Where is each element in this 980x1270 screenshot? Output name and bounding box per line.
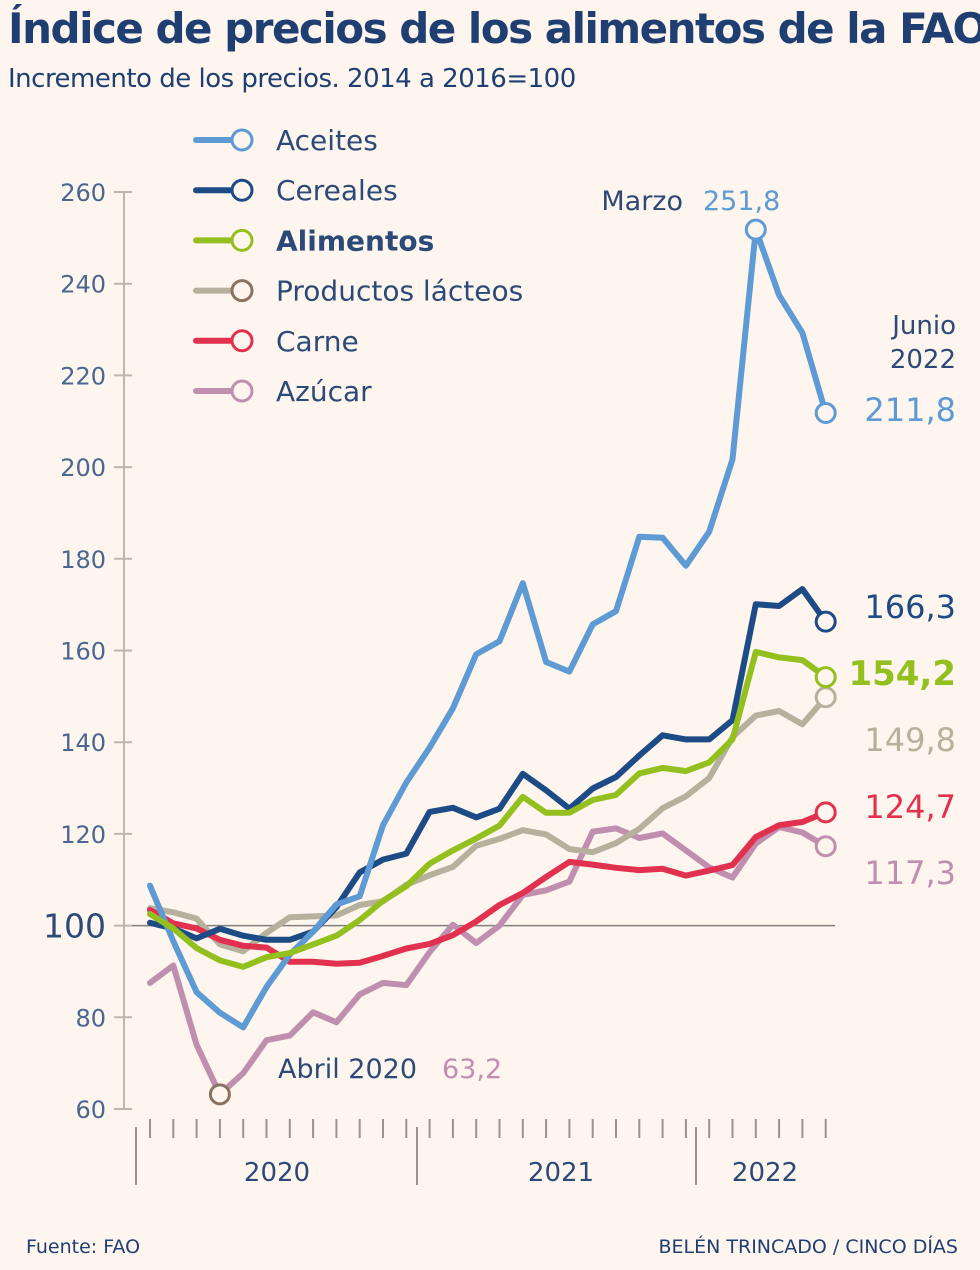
series-line-cereales xyxy=(147,586,829,943)
annotation-marzo-label: Marzo xyxy=(601,186,683,217)
author-credit: BELÉN TRINCADO / CINCO DÍAS xyxy=(658,1236,958,1258)
legend-label-lacteos: Productos lácteos xyxy=(276,275,523,308)
y-tick-label: 260 xyxy=(60,179,106,207)
series-lines xyxy=(147,218,837,1106)
annotation-junio-line2: 2022 xyxy=(890,345,956,375)
y-tick-label: 140 xyxy=(60,729,106,757)
end-marker-aceites xyxy=(814,401,837,424)
annotation-junio-line1: Junio xyxy=(890,311,956,341)
legend-label-cereales: Cereales xyxy=(276,174,398,207)
legend: Aceites Cereales Alimentos Productos lácteo… xyxy=(193,124,523,408)
y-tick-label: 80 xyxy=(75,1004,106,1032)
y-tick-label: 100 xyxy=(43,907,106,946)
legend-marker-carne xyxy=(230,329,254,353)
chart-area: 60 80 100 120 140 160 180 200 220 240 260 2020 2021… xyxy=(43,124,956,1188)
end-value-label-aceites: 211,8 xyxy=(864,391,956,429)
chart-subtitle: Incremento de los precios. 2014 a 2016=1… xyxy=(8,64,576,94)
end-value-label-lacteos: 149,8 xyxy=(864,721,956,759)
y-tick-label: 240 xyxy=(60,271,106,299)
end-value-label-cereales: 166,3 xyxy=(864,588,956,626)
end-value-label-azucar: 117,3 xyxy=(864,854,956,892)
annotation-abril-label: Abril 2020 xyxy=(278,1054,417,1085)
source-note: Fuente: FAO xyxy=(26,1236,141,1258)
legend-marker-aceites xyxy=(230,128,254,152)
x-axis: 2020 2021 2022 xyxy=(135,1119,827,1188)
annotation-abril-value: 63,2 xyxy=(442,1054,502,1085)
series-line-alimentos xyxy=(147,648,829,970)
legend-marker-azucar xyxy=(230,379,254,403)
y-tick-label: 220 xyxy=(60,362,106,390)
end-marker-azucar xyxy=(814,835,837,858)
y-tick-label: 60 xyxy=(75,1096,106,1124)
annotation-marzo-value: 251,8 xyxy=(703,186,780,217)
y-tick-label: 200 xyxy=(60,454,106,482)
legend-label-aceites: Aceites xyxy=(276,124,378,157)
legend-marker-alimentos xyxy=(230,228,254,252)
legend-marker-cereales xyxy=(230,178,254,202)
series-line-lacteos xyxy=(147,694,829,955)
end-value-label-alimentos: 154,2 xyxy=(848,654,956,694)
end-marker-cereales xyxy=(814,610,837,633)
series-line-aceites xyxy=(147,226,829,1031)
legend-label-carne: Carne xyxy=(276,325,359,358)
x-year-label: 2022 xyxy=(732,1158,798,1188)
legend-label-alimentos: Alimentos xyxy=(276,224,434,257)
x-year-label: 2020 xyxy=(244,1158,310,1188)
y-tick-label: 180 xyxy=(60,546,106,574)
end-value-label-carne: 124,7 xyxy=(864,788,956,826)
y-axis: 60 80 100 120 140 160 180 200 220 240 260 xyxy=(43,179,835,1124)
series-line-carne xyxy=(147,809,829,967)
legend-label-azucar: Azúcar xyxy=(276,375,372,408)
low-marker-azucar xyxy=(208,1083,231,1106)
y-tick-label: 120 xyxy=(60,821,106,849)
y-tick-label: 160 xyxy=(60,638,106,666)
chart-title: Índice de precios de los alimentos de la… xyxy=(8,4,980,53)
annotations: Marzo 251,8 Junio 2022 Abril 2020 63,2 211,8 16… xyxy=(278,186,956,1085)
legend-marker-lacteos xyxy=(230,279,254,303)
end-marker-alimentos xyxy=(814,666,837,689)
x-year-label: 2021 xyxy=(528,1158,594,1188)
end-marker-carne xyxy=(814,801,837,824)
peak-marker-aceites xyxy=(744,218,767,241)
end-marker-lacteos xyxy=(814,686,837,709)
